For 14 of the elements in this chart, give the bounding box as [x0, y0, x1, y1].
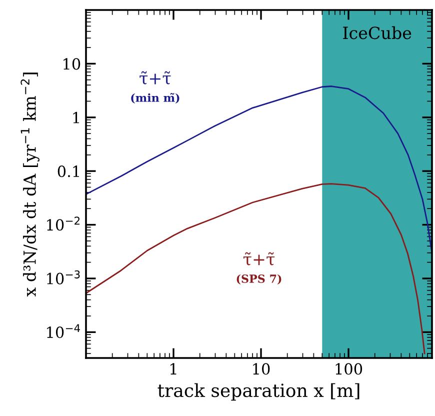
x-tick-label: 1	[170, 363, 176, 374]
y-tick-label: 10$^{−3}$	[47, 270, 80, 284]
y-tick-label: 10$^{−4}$	[47, 324, 80, 338]
band-label: IceCube	[343, 26, 412, 40]
text: τ̃+τ̃ (SPS 7)	[236, 252, 282, 284]
text: τ̃+τ̃ (min m̃)	[131, 71, 180, 104]
x-tick-label: 100	[336, 363, 362, 375]
y-axis-title: x d³N/dx dt dA [yr$^{−1}$ km$^{−2}$]	[20, 72, 40, 297]
x-tick-label: 10	[253, 363, 270, 375]
y-tick-label: 10	[64, 58, 80, 70]
y-tick-label: 0.1	[58, 166, 79, 178]
y-tick-label: 1	[73, 112, 79, 124]
y-tick-label: 10$^{−2}$	[47, 216, 80, 231]
x-axis-title: track separation x [m]	[158, 383, 360, 401]
